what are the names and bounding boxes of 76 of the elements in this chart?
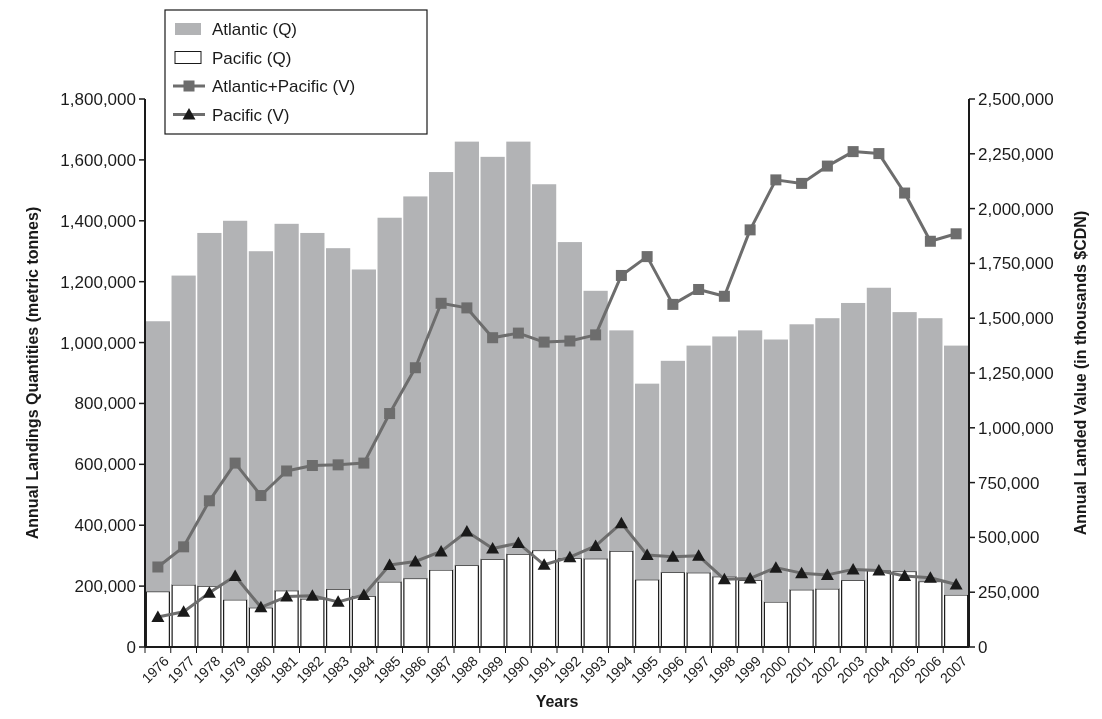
bar bbox=[635, 383, 660, 580]
y-tick-label: 0 bbox=[126, 637, 136, 657]
point bbox=[409, 362, 421, 374]
bar bbox=[738, 330, 763, 581]
point bbox=[564, 335, 576, 347]
y2-tick-label: 1,000,000 bbox=[978, 418, 1054, 438]
point bbox=[873, 148, 885, 160]
bar bbox=[351, 269, 376, 597]
legend-label: Pacific (Q) bbox=[212, 48, 292, 68]
y2-tick-label: 2,500,000 bbox=[978, 89, 1054, 109]
y2-tick-label: 500,000 bbox=[978, 528, 1040, 548]
bar bbox=[223, 220, 248, 600]
point bbox=[203, 495, 215, 507]
bar bbox=[944, 345, 969, 595]
point bbox=[358, 457, 370, 469]
point bbox=[641, 251, 653, 263]
y-tick-label: 1,000,000 bbox=[60, 333, 136, 353]
bar bbox=[145, 321, 170, 592]
point bbox=[847, 146, 859, 158]
point bbox=[306, 460, 318, 471]
point bbox=[281, 465, 293, 477]
bar bbox=[763, 339, 788, 602]
y-tick-label: 600,000 bbox=[74, 455, 136, 475]
y-tick-label: 800,000 bbox=[74, 394, 136, 414]
point bbox=[950, 228, 962, 240]
y-tick-label: 1,800,000 bbox=[60, 89, 136, 109]
point bbox=[152, 561, 164, 573]
point bbox=[744, 224, 756, 236]
point bbox=[718, 290, 730, 302]
y2-tick-label: 1,750,000 bbox=[978, 254, 1054, 274]
y-tick-label: 1,400,000 bbox=[60, 211, 136, 231]
y-tick-label: 200,000 bbox=[74, 577, 136, 597]
y2-tick-label: 250,000 bbox=[978, 583, 1040, 603]
y2-tick-label: 0 bbox=[978, 637, 988, 657]
point bbox=[590, 329, 602, 341]
point bbox=[693, 283, 705, 295]
point bbox=[899, 187, 911, 199]
y2-tick-label: 750,000 bbox=[978, 473, 1040, 493]
point bbox=[667, 298, 679, 310]
point bbox=[615, 269, 627, 281]
point bbox=[384, 408, 396, 420]
point bbox=[461, 302, 473, 314]
point bbox=[435, 297, 447, 309]
point bbox=[512, 327, 524, 339]
point bbox=[229, 457, 241, 469]
point bbox=[924, 235, 936, 247]
point bbox=[796, 177, 808, 189]
y-tick-label: 1,600,000 bbox=[60, 150, 136, 170]
bar bbox=[454, 141, 479, 566]
bar bbox=[429, 172, 454, 570]
y-tick-label: 1,200,000 bbox=[60, 272, 136, 292]
bar bbox=[841, 302, 866, 581]
y2-tick-label: 2,000,000 bbox=[978, 199, 1054, 219]
y2-tick-label: 1,500,000 bbox=[978, 309, 1054, 329]
point bbox=[178, 541, 190, 553]
point bbox=[538, 336, 550, 348]
y-axis-title: Annual Landings Quantities (metric tonnes) bbox=[24, 206, 41, 540]
y2-tick-label: 1,250,000 bbox=[978, 363, 1054, 383]
point bbox=[487, 332, 499, 344]
bar bbox=[326, 248, 351, 590]
y2-axis-title: Annual Landed Value (in thousands $CDN) bbox=[1072, 210, 1089, 536]
bar bbox=[866, 287, 891, 571]
legend-label: Atlantic+Pacific (V) bbox=[212, 77, 356, 96]
bar bbox=[532, 184, 557, 551]
bar bbox=[248, 251, 273, 608]
legend-label: Atlantic (Q) bbox=[212, 20, 298, 39]
point bbox=[770, 174, 782, 186]
point bbox=[255, 490, 267, 502]
y2-tick-label: 2,250,000 bbox=[978, 144, 1054, 164]
legend-label: Pacific (V) bbox=[212, 105, 290, 125]
y-tick-label: 400,000 bbox=[74, 516, 136, 536]
bar bbox=[660, 360, 685, 573]
bar bbox=[557, 242, 582, 559]
x-axis-title: Years bbox=[535, 693, 579, 710]
point bbox=[821, 160, 833, 172]
point bbox=[332, 459, 344, 471]
